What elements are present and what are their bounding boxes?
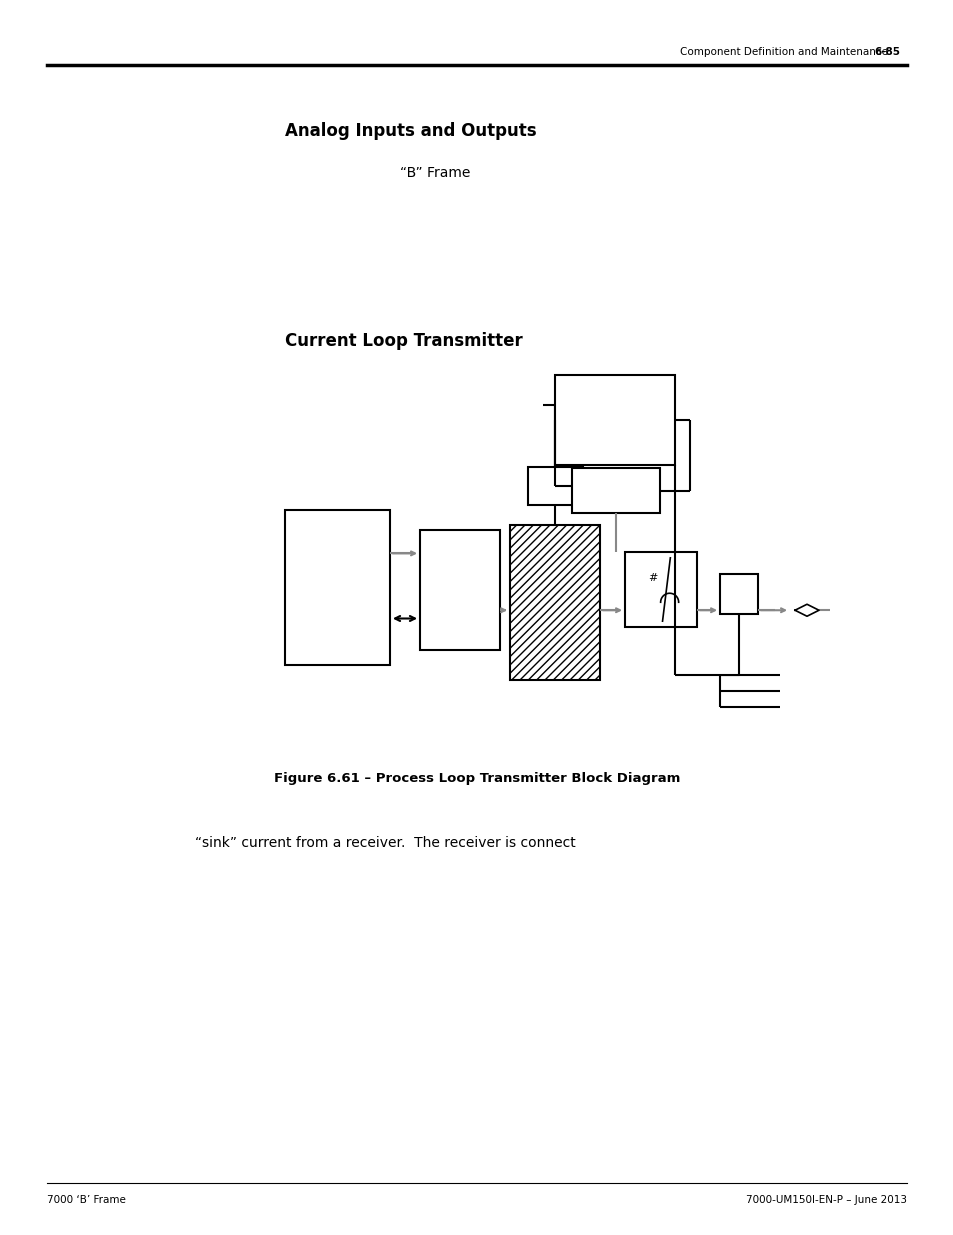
Bar [419, 530, 499, 650]
Bar [624, 552, 697, 627]
Text: 6-85: 6-85 [873, 47, 899, 57]
Text: 7000-UM150I-EN-P – June 2013: 7000-UM150I-EN-P – June 2013 [745, 1195, 906, 1205]
Text: Figure 6.61 – Process Loop Transmitter Block Diagram: Figure 6.61 – Process Loop Transmitter B… [274, 772, 679, 785]
Bar [720, 574, 758, 614]
Bar [555, 375, 675, 466]
Bar [285, 510, 390, 664]
Text: “sink” current from a receiver.  The receiver is connect: “sink” current from a receiver. The rece… [194, 836, 576, 850]
Text: 7000 ‘B’ Frame: 7000 ‘B’ Frame [47, 1195, 126, 1205]
Bar [572, 468, 659, 513]
Text: Current Loop Transmitter: Current Loop Transmitter [285, 332, 522, 350]
Text: Component Definition and Maintenance: Component Definition and Maintenance [679, 47, 887, 57]
Text: #: # [647, 573, 657, 583]
Text: Analog Inputs and Outputs: Analog Inputs and Outputs [285, 122, 536, 140]
Bar [510, 525, 599, 680]
Text: “B” Frame: “B” Frame [399, 165, 470, 180]
Bar [527, 467, 582, 505]
